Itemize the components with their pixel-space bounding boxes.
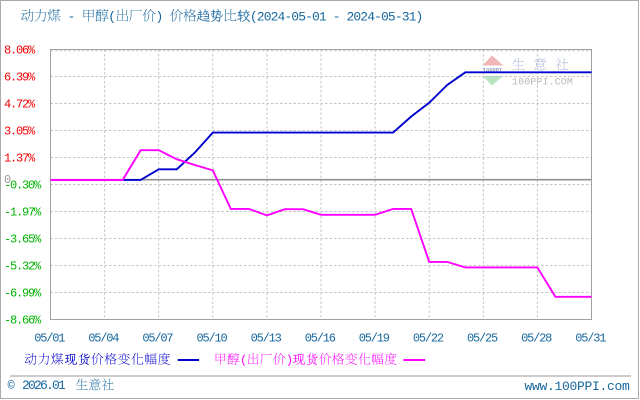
svg-text:(: ( [240,354,247,368]
svg-text:6.39%: 6.39% [4,70,36,84]
svg-text:-0.30%: -0.30% [4,178,42,192]
svg-text:-1.97%: -1.97% [4,205,42,219]
svg-text:(: ( [108,10,115,25]
svg-text:4.72%: 4.72% [4,97,36,111]
svg-text:05/19: 05/19 [359,332,390,346]
svg-text:2026.01: 2026.01 [22,378,66,393]
svg-text:05/04: 05/04 [88,332,119,346]
svg-text:05/01: 05/01 [34,332,65,346]
svg-text:05/16: 05/16 [305,332,336,346]
svg-text:05/25: 05/25 [467,332,498,346]
svg-text:©: © [8,379,16,393]
svg-text:05/22: 05/22 [413,332,444,346]
svg-text:100PPI: 100PPI [483,68,503,75]
svg-text:): ) [156,10,163,25]
svg-text:05/31: 05/31 [575,332,606,346]
svg-text:www.100PPI.com: www.100PPI.com [524,379,630,394]
svg-text:-: - [68,10,76,25]
svg-text:05/13: 05/13 [251,332,282,346]
svg-text:-3.65%: -3.65% [4,232,42,246]
svg-text:8.06%: 8.06% [4,43,36,57]
svg-text:05/10: 05/10 [196,332,227,346]
svg-text:): ) [286,354,293,368]
svg-text:-8.66%: -8.66% [4,313,42,327]
svg-text:1.37%: 1.37% [4,151,36,165]
svg-text:100PPI.COM: 100PPI.COM [512,78,573,89]
svg-text:05/07: 05/07 [142,332,173,346]
svg-text:05/28: 05/28 [521,332,552,346]
svg-text:-6.99%: -6.99% [4,286,42,300]
svg-text:3.05%: 3.05% [4,124,36,138]
svg-text:0: 0 [4,173,11,187]
svg-text:(2024-05-01 - 2024-05-31): (2024-05-01 - 2024-05-31) [250,10,423,25]
svg-text:-5.32%: -5.32% [4,259,42,273]
